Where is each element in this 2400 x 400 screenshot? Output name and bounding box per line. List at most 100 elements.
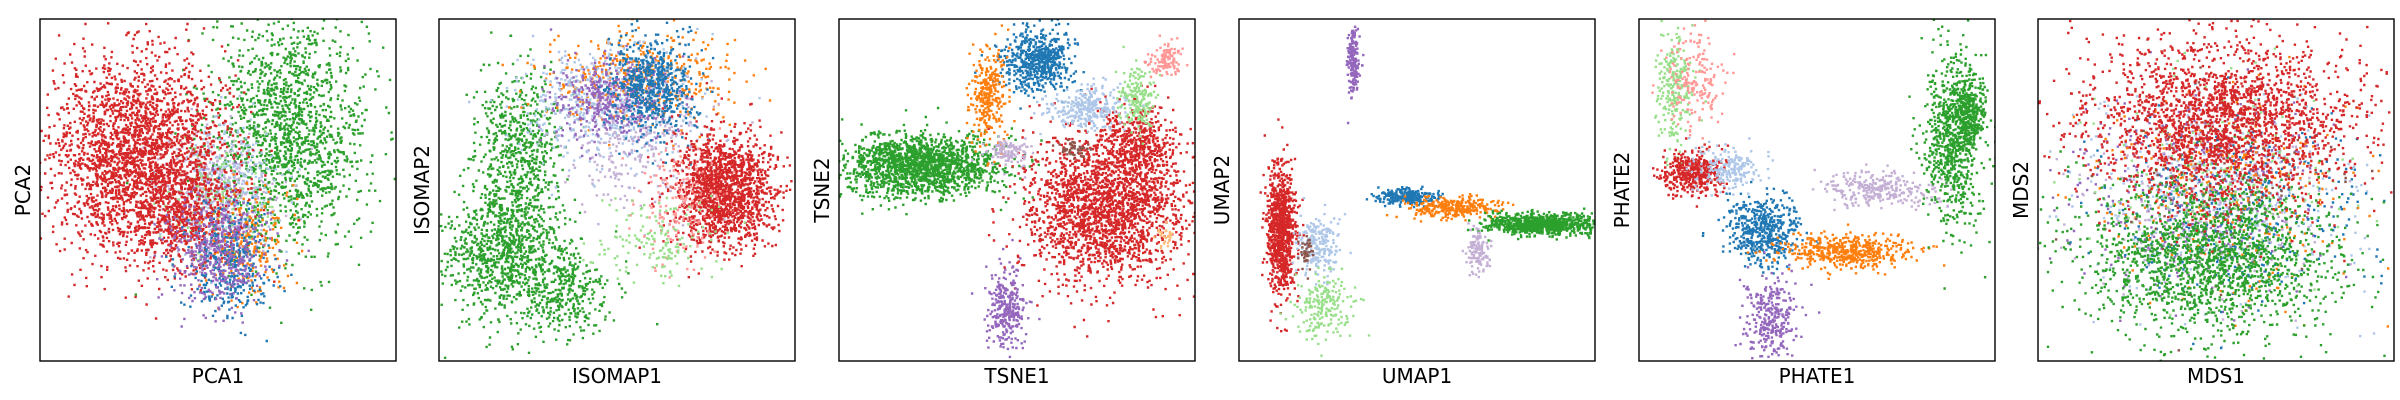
scatter-point-group: [974, 19, 1085, 110]
scatter-point-group: [1461, 222, 1493, 279]
scatter-point-group: [1114, 45, 1162, 145]
pca-x-axis-label: PCA1: [192, 364, 244, 388]
cluster-blue: [974, 19, 1085, 110]
cluster-light-blue: [1685, 136, 1774, 197]
isomap-scatter-points: [439, 19, 793, 359]
phate-plot-frame: [1638, 18, 1996, 362]
panel-pca: PCA1 PCA2: [11, 18, 397, 388]
cluster-brown: [1297, 235, 1315, 280]
cluster-red: [1259, 118, 1309, 333]
panel-phate: PHATE1 PHATE2: [1610, 18, 1996, 388]
cluster-light-red: [1143, 34, 1189, 79]
scatter-point-group: [1345, 19, 1365, 125]
phate-y-axis-label: PHATE2: [1610, 152, 1634, 229]
cluster-red: [40, 19, 301, 320]
cluster-light-red: [1651, 19, 1736, 140]
scatter-point-group: [2038, 19, 2394, 263]
cluster-green: [439, 171, 611, 359]
scatter-point-group: [965, 24, 1016, 167]
scatter-point-group: [1385, 193, 1515, 223]
scatter-point-group: [638, 82, 793, 279]
cluster-green: [126, 19, 396, 324]
cluster-red: [1083, 98, 1195, 212]
tsne-x-axis-label: TSNE1: [983, 364, 1049, 388]
tsne-plot-frame: [838, 18, 1196, 362]
scatter-point-group: [1734, 251, 1821, 360]
panel-isomap: ISOMAP1 ISOMAP2: [410, 18, 796, 388]
cluster-light-blue: [1033, 76, 1145, 136]
cluster-orange: [1385, 193, 1515, 223]
cluster-blue: [1701, 180, 1820, 275]
cluster-red: [109, 119, 266, 306]
scatter-point-group: [1143, 34, 1189, 79]
cluster-orange: [1746, 223, 1946, 280]
scatter-point-group: [1466, 207, 1595, 242]
pca-y-axis-label: PCA2: [11, 164, 35, 216]
scatter-point-group: [2039, 135, 2386, 361]
scatter-point-group: [153, 161, 310, 328]
cluster-light-green: [1654, 19, 1707, 167]
scatter-point-group: [40, 19, 301, 320]
scatter-point-group: [1651, 19, 1736, 140]
scatter-point-group: [1083, 98, 1195, 212]
isomap-y-axis-label: ISOMAP2: [410, 145, 434, 235]
cluster-green: [1466, 207, 1595, 242]
scatter-point-group: [1153, 221, 1174, 250]
panel-mds: MDS1 MDS2: [2009, 18, 2395, 388]
cluster-light-purple: [971, 135, 1035, 179]
tsne-y-axis-label: TSNE2: [810, 157, 834, 223]
pca-scatter-points: [40, 19, 396, 343]
scatter-point-group: [1654, 19, 1707, 167]
cluster-brown: [1051, 138, 1093, 160]
umap-scatter-points: [1259, 19, 1595, 357]
scatter-point-group: [1051, 138, 1093, 160]
phate-scatter-points: [1651, 19, 1995, 360]
isomap-plot-frame: [438, 18, 796, 362]
cluster-light-green: [1279, 266, 1371, 357]
scatter-point-group: [1279, 266, 1371, 357]
scatter-point-group: [439, 171, 611, 359]
panel-tsne: TSNE1 TSNE2: [810, 18, 1196, 388]
mds-scatter-points: [2038, 19, 2394, 361]
isomap-x-axis-label: ISOMAP1: [572, 364, 662, 388]
cluster-red: [2038, 19, 2394, 263]
cluster-light-orange: [1153, 221, 1174, 250]
cluster-orange: [965, 24, 1016, 167]
umap-y-axis-label: UMAP2: [1210, 155, 1234, 225]
cluster-orange: [174, 173, 304, 310]
cluster-purple: [153, 161, 310, 328]
scatter-point-group: [970, 238, 1041, 359]
tsne-scatter-points: [839, 19, 1195, 359]
phate-x-axis-label: PHATE1: [1779, 364, 1856, 388]
cluster-red: [1652, 137, 1730, 208]
cluster-green: [2039, 135, 2386, 361]
umap-plot-frame: [1238, 18, 1596, 362]
mds-plot-frame: [2037, 18, 2395, 362]
scatter-point-group: [1685, 136, 1774, 197]
cluster-green: [1950, 69, 1995, 161]
scatter-point-group: [1811, 163, 1963, 212]
scatter-point-group: [109, 119, 266, 306]
cluster-green: [839, 106, 1043, 216]
scatter-point-group: [1908, 19, 1995, 290]
cluster-purple: [1734, 251, 1821, 360]
scatter-point-group: [839, 106, 1043, 216]
cluster-purple: [1345, 19, 1365, 125]
cluster-red: [987, 61, 1195, 338]
cluster-light-blue: [1291, 197, 1352, 286]
cluster-blue: [2067, 76, 2386, 361]
cluster-light-purple: [1811, 163, 1963, 212]
scatter-point-group: [987, 61, 1195, 338]
scatter-point-group: [2067, 76, 2386, 361]
scatter-point-group: [1297, 235, 1315, 280]
panel-umap: UMAP1 UMAP2: [1210, 18, 1596, 388]
cluster-purple: [970, 238, 1041, 359]
scatter-point-group: [1259, 118, 1309, 333]
cluster-light-green: [1114, 45, 1162, 145]
cluster-red: [638, 82, 793, 279]
scatter-point-group: [1701, 180, 1820, 275]
scatter-point-group: [1652, 137, 1730, 208]
scatter-point-group: [1950, 69, 1995, 161]
cluster-orange: [2056, 55, 2390, 328]
scatter-point-group: [1746, 223, 1946, 280]
